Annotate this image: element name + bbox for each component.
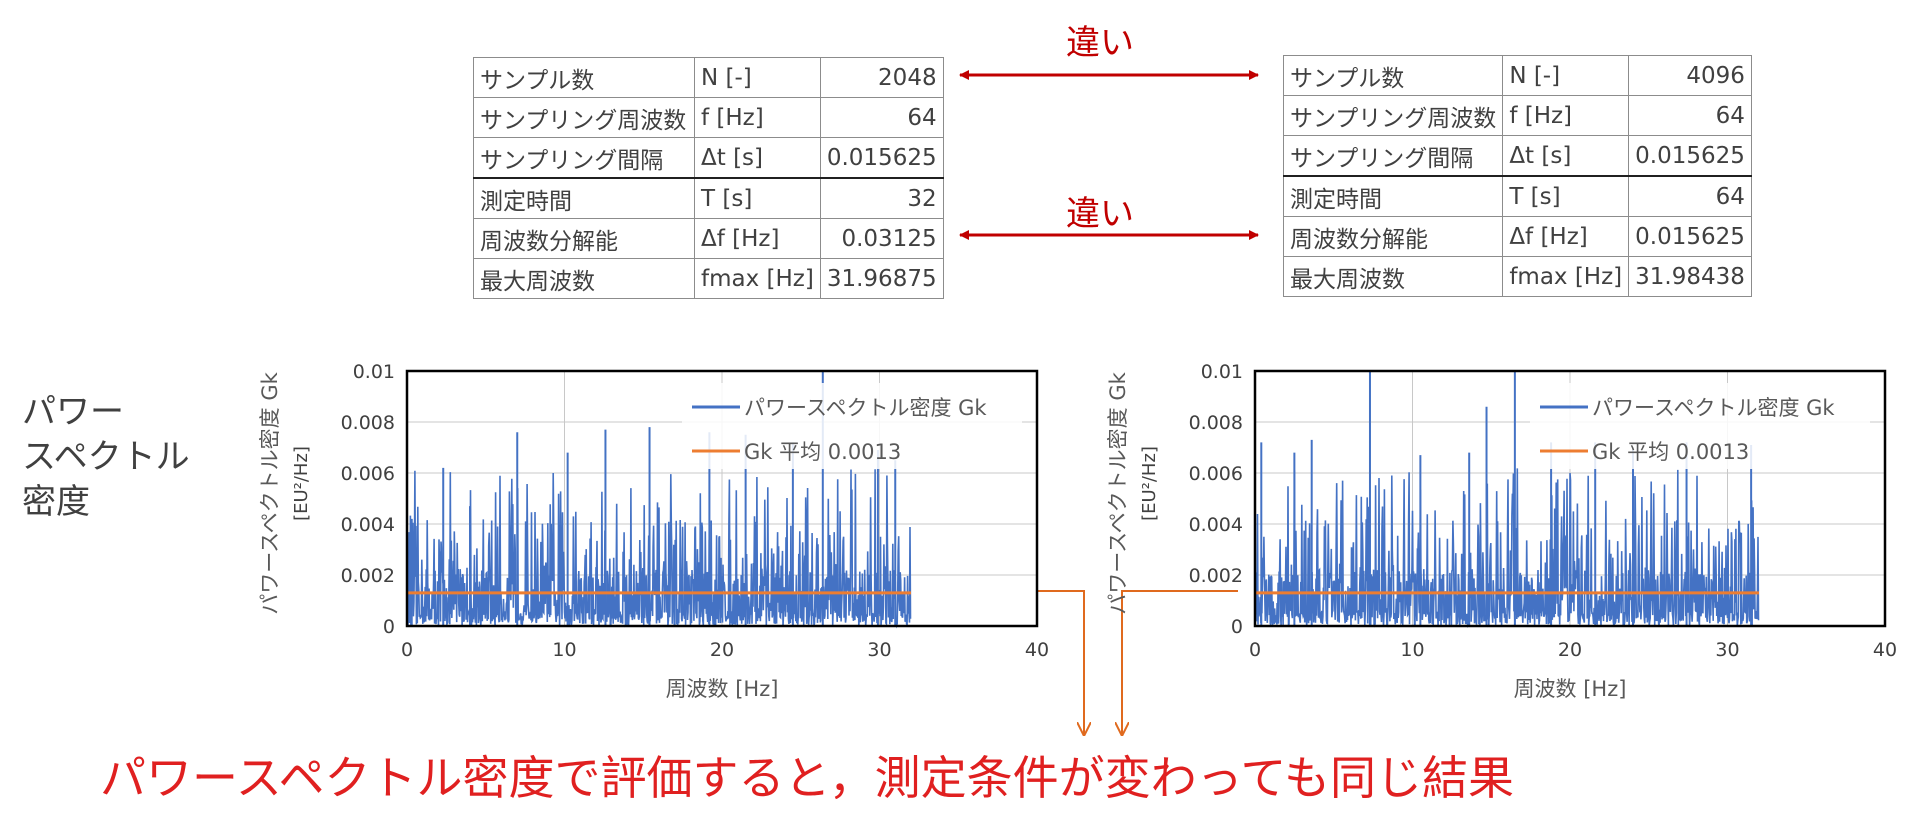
legend-label-psd: パワースペクトル密度 Gk bbox=[744, 396, 987, 420]
y-tick-label: 0 bbox=[383, 616, 395, 638]
y-tick-label: 0.008 bbox=[341, 412, 395, 434]
y-axis-unit: [EU²/Hz] bbox=[1139, 446, 1160, 521]
x-tick-label: 40 bbox=[1873, 639, 1897, 661]
y-axis-unit: [EU²/Hz] bbox=[291, 446, 312, 521]
y-tick-label: 0.01 bbox=[353, 361, 395, 383]
x-tick-label: 10 bbox=[552, 639, 576, 661]
x-tick-label: 0 bbox=[401, 639, 413, 661]
x-axis-title: 周波数 [Hz] bbox=[666, 677, 779, 701]
y-tick-label: 0.004 bbox=[1189, 514, 1243, 536]
conclusion-text: パワースペクトル密度で評価すると，測定条件が変わっても同じ結果 bbox=[100, 742, 1514, 808]
legend-label-mean: Gk 平均 0.0013 bbox=[1592, 440, 1749, 464]
x-tick-label: 20 bbox=[710, 639, 734, 661]
x-axis-title: 周波数 [Hz] bbox=[1514, 677, 1627, 701]
x-tick-label: 40 bbox=[1025, 639, 1049, 661]
y-tick-label: 0.006 bbox=[1189, 463, 1243, 485]
psd-chart-right: 0 0.002 0.004 0.006 0.008 0.01 0 10 20 30 40 パワースペク… bbox=[1106, 361, 1897, 701]
x-tick-label: 10 bbox=[1400, 639, 1424, 661]
y-tick-label: 0.002 bbox=[341, 565, 395, 587]
y-axis-title: パワースペクトル密度 Gk bbox=[258, 371, 282, 614]
psd-chart-left: 0 0.002 0.004 0.006 0.008 0.01 0 10 20 30 40 パワースペク… bbox=[258, 361, 1049, 701]
legend-label-mean: Gk 平均 0.0013 bbox=[744, 440, 901, 464]
y-tick-label: 0.008 bbox=[1189, 412, 1243, 434]
y-tick-label: 0.002 bbox=[1189, 565, 1243, 587]
x-tick-label: 30 bbox=[867, 639, 891, 661]
callout-arrow-right bbox=[1122, 591, 1238, 735]
legend-label-psd: パワースペクトル密度 Gk bbox=[1592, 396, 1835, 420]
y-axis-title: パワースペクトル密度 Gk bbox=[1106, 371, 1130, 614]
x-tick-label: 20 bbox=[1558, 639, 1582, 661]
y-tick-label: 0.01 bbox=[1201, 361, 1243, 383]
y-tick-label: 0 bbox=[1231, 616, 1243, 638]
x-tick-label: 30 bbox=[1715, 639, 1739, 661]
x-tick-label: 0 bbox=[1249, 639, 1261, 661]
y-tick-label: 0.006 bbox=[341, 463, 395, 485]
y-tick-label: 0.004 bbox=[341, 514, 395, 536]
